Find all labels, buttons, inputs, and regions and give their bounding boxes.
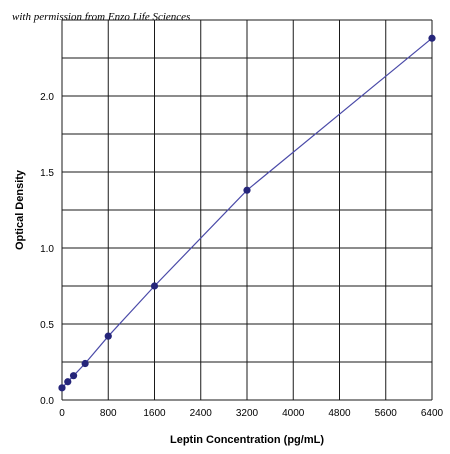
y-tick-label: 1.5: [40, 168, 54, 179]
data-point: [69, 372, 78, 380]
y-tick-label: 0.0: [40, 396, 54, 407]
x-tick-label: 800: [100, 408, 117, 419]
x-axis-title: Leptin Concentration (pg/mL): [170, 434, 324, 446]
data-point: [58, 384, 66, 392]
data-point: [81, 359, 89, 368]
data-point: [104, 332, 112, 340]
data-point: [428, 34, 436, 42]
x-tick-label: 6400: [421, 408, 444, 419]
x-tick-label: 4800: [328, 408, 351, 419]
x-tick-label: 1600: [143, 408, 166, 419]
y-tick-label: 2.0: [40, 92, 54, 103]
data-series: [58, 34, 436, 392]
x-tick-label: 3200: [236, 408, 259, 419]
x-tick-label: 0: [59, 408, 65, 419]
data-point: [64, 378, 72, 386]
y-tick-label: 1.0: [40, 244, 54, 255]
y-axis-ticks: 0.0 0.5 1.0 1.5 2.0: [40, 92, 54, 407]
x-tick-label: 2400: [190, 408, 213, 419]
x-tick-label: 5600: [375, 408, 398, 419]
x-tick-label: 4000: [282, 408, 305, 419]
data-point: [243, 186, 251, 194]
data-point: [150, 282, 159, 290]
x-axis-ticks: 0 800 1600 2400 3200 4000 4800 5600 6400: [59, 408, 443, 419]
y-tick-label: 0.5: [40, 320, 54, 331]
y-axis-title: Optical Density: [14, 169, 26, 250]
grid-lines: [61, 19, 433, 401]
